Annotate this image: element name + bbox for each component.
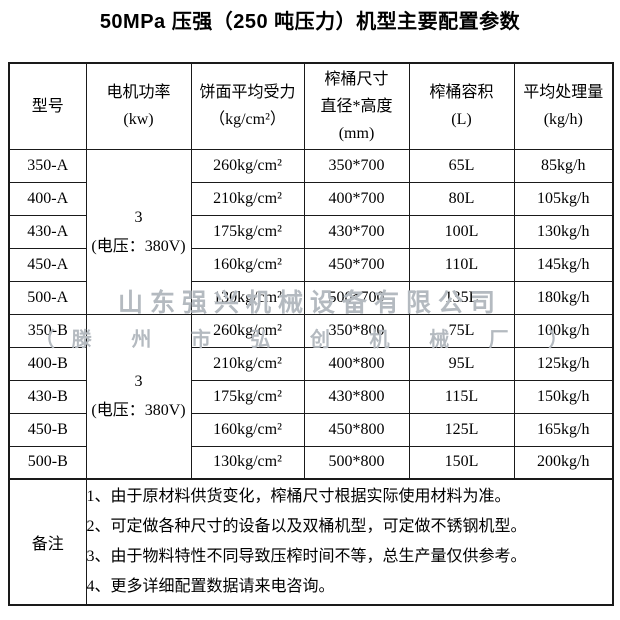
remarks-list: 1、由于原材料供货变化，榨桶尺寸根据实际使用材料为准。 2、可定做各种尺寸的设备以… xyxy=(85,478,614,606)
table-row: 400-B 210kg/cm² 400*800 95L 125kg/h xyxy=(8,346,614,381)
header-line: 型号 xyxy=(31,97,64,115)
column-header-pressure: 饼面平均受力 （kg/cm²） xyxy=(190,62,305,150)
pressure-cell: 130kg/cm² xyxy=(190,280,305,315)
capacity-cell: 145kg/h xyxy=(513,247,614,282)
volume-cell: 75L xyxy=(408,313,515,348)
header-line: 榨桶容积 xyxy=(429,84,494,102)
page-title: 50MPa 压强（250 吨压力）机型主要配置参数 xyxy=(99,11,521,33)
remark-item: 4、更多详细配置数据请来电咨询。 xyxy=(86,578,335,595)
table-row: 400-A 210kg/cm² 400*700 80L 105kg/h xyxy=(8,181,614,216)
model-cell: 450-A xyxy=(8,247,87,282)
size-cell: 500*700 xyxy=(303,280,410,315)
size-cell: 450*700 xyxy=(303,247,410,282)
table-row: 450-A 160kg/cm² 450*700 110L 145kg/h xyxy=(8,247,614,282)
pressure-cell: 160kg/cm² xyxy=(190,247,305,282)
model-cell: 430-A xyxy=(8,214,87,249)
capacity-cell: 200kg/h xyxy=(513,445,614,480)
capacity-cell: 85kg/h xyxy=(513,148,614,183)
pressure-cell: 210kg/cm² xyxy=(190,181,305,216)
header-line: 平均处理量 xyxy=(523,84,604,102)
pressure-cell: 160kg/cm² xyxy=(190,412,305,447)
column-header-volume: 榨桶容积 (L) xyxy=(408,62,515,150)
table-row: 430-B 175kg/cm² 430*800 115L 150kg/h xyxy=(8,379,614,414)
volume-cell: 100L xyxy=(408,214,515,249)
remarks-row: 备注 1、由于原材料供货变化，榨桶尺寸根据实际使用材料为准。 2、可定做各种尺寸的设… xyxy=(8,478,614,606)
column-header-model: 型号 xyxy=(8,62,87,150)
size-cell: 350*700 xyxy=(303,148,410,183)
volume-cell: 150L xyxy=(408,445,515,480)
header-line: 电机功率 xyxy=(106,84,171,102)
size-cell: 350*800 xyxy=(303,313,410,348)
model-cell: 450-B xyxy=(8,412,87,447)
volume-cell: 125L xyxy=(408,412,515,447)
size-cell: 450*800 xyxy=(303,412,410,447)
header-row: 型号 电机功率 (kw) 饼面平均受力 （kg/cm²） 榨桶尺寸直径*高度 (mm) 榨桶容… xyxy=(8,62,614,150)
header-line: 榨桶尺寸 xyxy=(324,70,389,88)
header-line: (kw) xyxy=(123,111,154,129)
pressure-cell: 175kg/cm² xyxy=(190,379,305,414)
header-line: （kg/cm²） xyxy=(209,111,286,129)
table-row: 350-A 3 (电压：380V) 260kg/cm² 350*700 65L 85kg/h xyxy=(8,148,614,315)
size-cell: 500*800 xyxy=(303,445,410,480)
model-cell: 430-B xyxy=(8,379,87,414)
table-row: 350-B 3 (电压：380V) 260kg/cm² 350*800 75L 100kg/… xyxy=(8,313,614,480)
pressure-cell: 260kg/cm² xyxy=(190,148,305,183)
capacity-cell: 180kg/h xyxy=(513,280,614,315)
pressure-cell: 260kg/cm² xyxy=(190,313,305,348)
pressure-cell: 210kg/cm² xyxy=(190,346,305,381)
header-line: (mm) xyxy=(338,124,375,142)
capacity-cell: 105kg/h xyxy=(513,181,614,216)
capacity-cell: 165kg/h xyxy=(513,412,614,447)
capacity-cell: 150kg/h xyxy=(513,379,614,414)
size-cell: 400*800 xyxy=(303,346,410,381)
power-line: 3 xyxy=(134,208,143,226)
model-cell: 350-A xyxy=(8,148,87,183)
volume-cell: 95L xyxy=(408,346,515,381)
pressure-cell: 130kg/cm² xyxy=(190,445,305,480)
volume-cell: 80L xyxy=(408,181,515,216)
table-row: 500-A 130kg/cm² 500*700 135L 180kg/h xyxy=(8,280,614,315)
spec-table: 型号 电机功率 (kw) 饼面平均受力 （kg/cm²） 榨桶尺寸直径*高度 (mm) 榨桶容… xyxy=(8,62,614,606)
size-cell: 430*800 xyxy=(303,379,410,414)
remarks-label: 备注 xyxy=(8,478,87,606)
model-cell: 400-A xyxy=(8,181,87,216)
remark-item: 2、可定做各种尺寸的设备以及双桶机型，可定做不锈钢机型。 xyxy=(86,518,527,535)
header-line: 直径*高度 xyxy=(320,97,393,115)
pressure-cell: 175kg/cm² xyxy=(190,214,305,249)
capacity-cell: 100kg/h xyxy=(513,313,614,348)
motor-power-cell: 3 (电压：380V) xyxy=(85,313,192,480)
column-header-power: 电机功率 (kw) xyxy=(85,62,192,150)
power-line: 3 xyxy=(134,373,143,391)
power-line: (电压：380V) xyxy=(91,237,186,255)
remark-item: 3、由于物料特性不同导致压榨时间不等，总生产量仅供参考。 xyxy=(86,548,527,565)
header-line: 饼面平均受力 xyxy=(199,84,296,102)
capacity-cell: 130kg/h xyxy=(513,214,614,249)
table-row: 430-A 175kg/cm² 430*700 100L 130kg/h xyxy=(8,214,614,249)
size-cell: 430*700 xyxy=(303,214,410,249)
capacity-cell: 125kg/h xyxy=(513,346,614,381)
volume-cell: 115L xyxy=(408,379,515,414)
header-line: (kg/h) xyxy=(543,111,583,129)
remark-item: 1、由于原材料供货变化，榨桶尺寸根据实际使用材料为准。 xyxy=(86,488,511,505)
volume-cell: 65L xyxy=(408,148,515,183)
column-header-size: 榨桶尺寸直径*高度 (mm) xyxy=(303,62,410,150)
volume-cell: 110L xyxy=(408,247,515,282)
model-cell: 500-B xyxy=(8,445,87,480)
volume-cell: 135L xyxy=(408,280,515,315)
model-cell: 500-A xyxy=(8,280,87,315)
model-cell: 350-B xyxy=(8,313,87,348)
column-header-capacity: 平均处理量 (kg/h) xyxy=(513,62,614,150)
power-line: (电压：380V) xyxy=(91,402,186,420)
model-cell: 400-B xyxy=(8,346,87,381)
size-cell: 400*700 xyxy=(303,181,410,216)
motor-power-cell: 3 (电压：380V) xyxy=(85,148,192,315)
header-line: (L) xyxy=(451,111,472,129)
